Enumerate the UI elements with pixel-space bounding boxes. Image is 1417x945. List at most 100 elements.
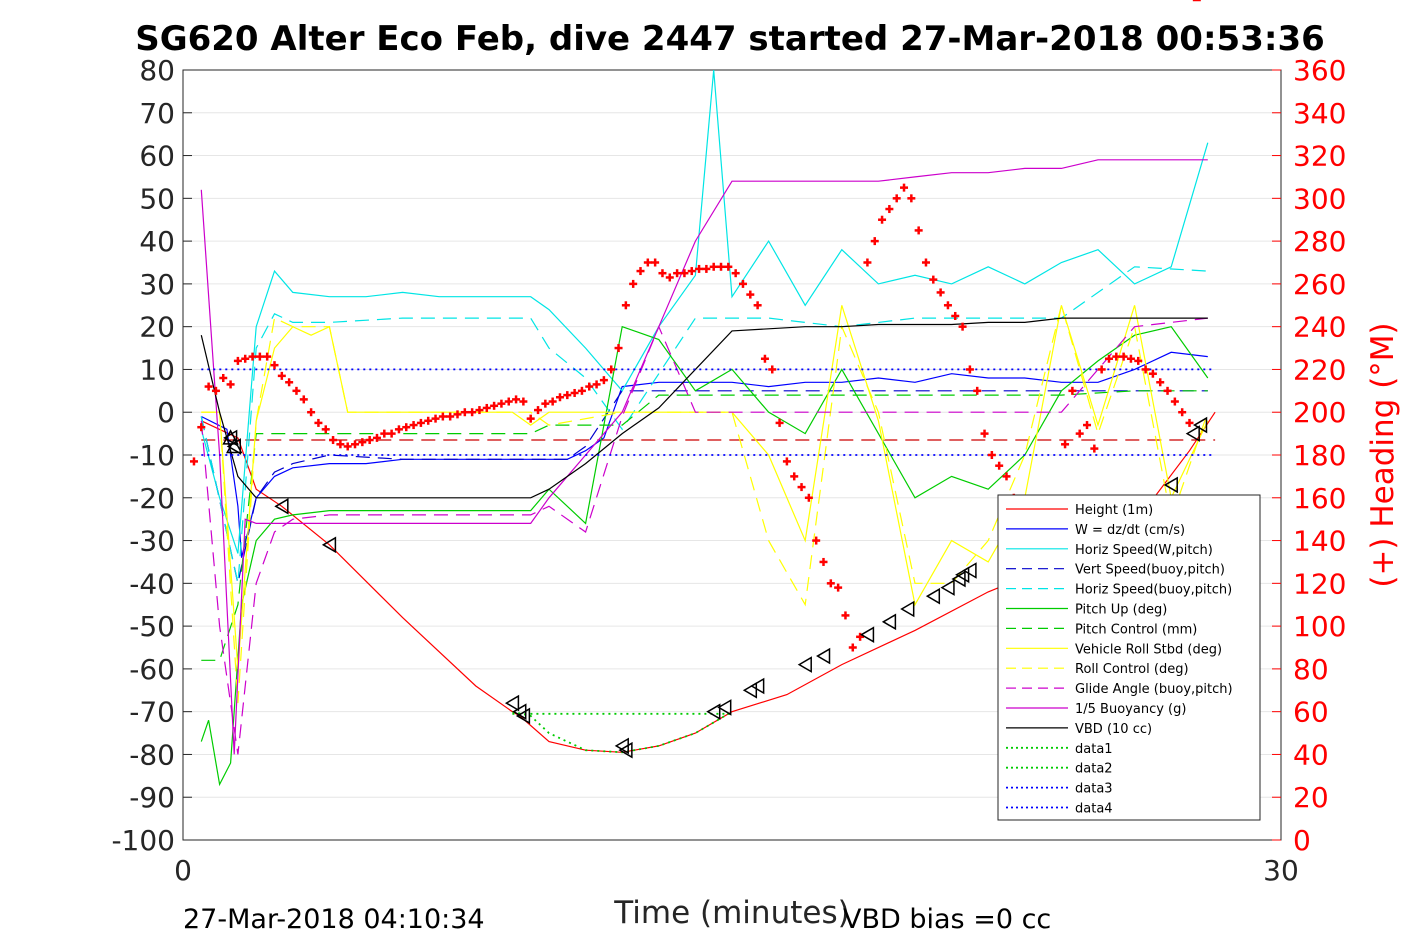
x-axis-label: Time (minutes)	[613, 895, 849, 931]
heading-point	[965, 365, 974, 374]
heading-point	[790, 472, 799, 481]
position-marker	[881, 613, 897, 631]
y-right-tick-label: 220	[1293, 353, 1346, 386]
heading-point	[1104, 354, 1113, 363]
series-line-12	[512, 710, 733, 754]
y-tick-label: -100	[111, 824, 175, 857]
y-right-tick-label: 140	[1293, 525, 1346, 558]
heading-point	[453, 410, 462, 419]
legend-label: Horiz Speed(buoy,pitch)	[1075, 583, 1232, 598]
heading-point	[1090, 444, 1099, 453]
footer-vbd-bias: VBD bias =0 cc	[843, 904, 1051, 935]
heading-point	[812, 536, 821, 545]
legend-label: data1	[1075, 742, 1113, 757]
position-marker	[859, 626, 875, 643]
y-right-tick-label: 200	[1293, 396, 1346, 429]
heading-point	[929, 275, 938, 284]
heading-point	[219, 374, 228, 382]
heading-point	[497, 399, 506, 408]
heading-point	[402, 423, 411, 432]
legend-label: W = dz/dt (cm/s)	[1075, 523, 1185, 538]
heading-point	[1185, 418, 1194, 427]
legend-label: data4	[1075, 802, 1113, 817]
heading-point	[577, 386, 586, 395]
heading-point	[731, 269, 740, 278]
position-marker	[1163, 476, 1178, 494]
heading-point	[468, 408, 477, 417]
heading-point	[702, 264, 711, 273]
heading-point	[409, 421, 418, 430]
series-line-9	[200, 317, 1208, 755]
heading-point	[490, 401, 499, 410]
heading-point	[658, 269, 667, 278]
heading-point	[1163, 386, 1172, 395]
heading-point	[878, 215, 887, 224]
series-line-3	[200, 390, 1208, 584]
heading-point	[695, 264, 704, 273]
heading-point	[621, 301, 630, 310]
heading-point	[1119, 352, 1128, 361]
y-axis-right-label: (+) Heading (°M)	[1365, 322, 1401, 587]
heading-point	[1097, 365, 1106, 374]
y-tick-label: 40	[139, 225, 175, 258]
y-right-tick-label: 180	[1293, 439, 1346, 472]
heading-point	[870, 237, 879, 246]
heading-point	[555, 393, 564, 402]
series-group	[200, 70, 1216, 787]
heading-point	[1112, 352, 1121, 361]
footer-timestamp: 27-Mar-2018 04:10:34	[183, 904, 485, 935]
heading-point	[248, 352, 257, 361]
heading-point	[358, 438, 367, 447]
position-marker	[618, 741, 633, 759]
heading-point	[299, 395, 308, 404]
heading-point	[211, 386, 220, 395]
heading-point	[416, 418, 425, 427]
heading-point	[1178, 408, 1187, 417]
heading-point	[848, 643, 857, 652]
y-tick-label: 10	[139, 353, 175, 386]
y-right-tick-label: 320	[1293, 140, 1346, 173]
series-line-10	[200, 159, 1208, 755]
heading-point	[270, 361, 279, 370]
heading-point	[775, 418, 784, 427]
heading-point	[329, 436, 338, 445]
heading-point	[607, 365, 616, 374]
y-right-tick-label: 100	[1293, 610, 1346, 643]
position-marker	[504, 694, 520, 712]
heading-point	[1148, 369, 1157, 378]
y-right-tick-label: 20	[1293, 781, 1329, 814]
heading-point	[351, 440, 360, 449]
heading-point	[936, 288, 945, 297]
y-right-tick-label: 120	[1293, 567, 1346, 600]
heading-point	[717, 262, 726, 271]
y-axis-left: 80 70 60 50 40 30 20 10 0 -10 -20 -30 -40 -50 -60 -70 -8…	[111, 54, 192, 857]
position-marker	[742, 681, 758, 699]
position-marker	[816, 647, 831, 665]
heading-point	[263, 352, 272, 361]
legend-label: Height (1m)	[1075, 503, 1153, 518]
heading-point	[782, 457, 791, 466]
y-tick-label: 50	[139, 182, 175, 215]
heading-point	[709, 262, 718, 271]
x-axis: 0 30	[174, 831, 1299, 887]
heading-point	[197, 423, 206, 432]
heading-point	[753, 301, 762, 310]
legend: Height (1m) W = dz/dt (cm/s) Horiz Speed(W…	[997, 494, 1261, 821]
heading-point	[233, 356, 242, 365]
heading-point	[738, 279, 747, 288]
series-line-5	[200, 325, 1209, 787]
heading-point	[1126, 354, 1135, 363]
position-marker	[750, 677, 765, 695]
position-marker	[797, 656, 812, 673]
heading-point	[863, 258, 872, 267]
heading-point	[665, 273, 674, 282]
legend-label: Vert Speed(buoy,pitch)	[1075, 563, 1225, 578]
position-marker	[940, 579, 955, 596]
heading-point	[951, 311, 960, 320]
legend-label: VBD (10 cc)	[1075, 722, 1152, 737]
x-tick-label: 30	[1263, 854, 1299, 887]
y-right-tick-label: 160	[1293, 482, 1346, 515]
position-marker	[223, 429, 238, 447]
heading-point	[1134, 356, 1143, 365]
position-markers	[222, 416, 1208, 759]
